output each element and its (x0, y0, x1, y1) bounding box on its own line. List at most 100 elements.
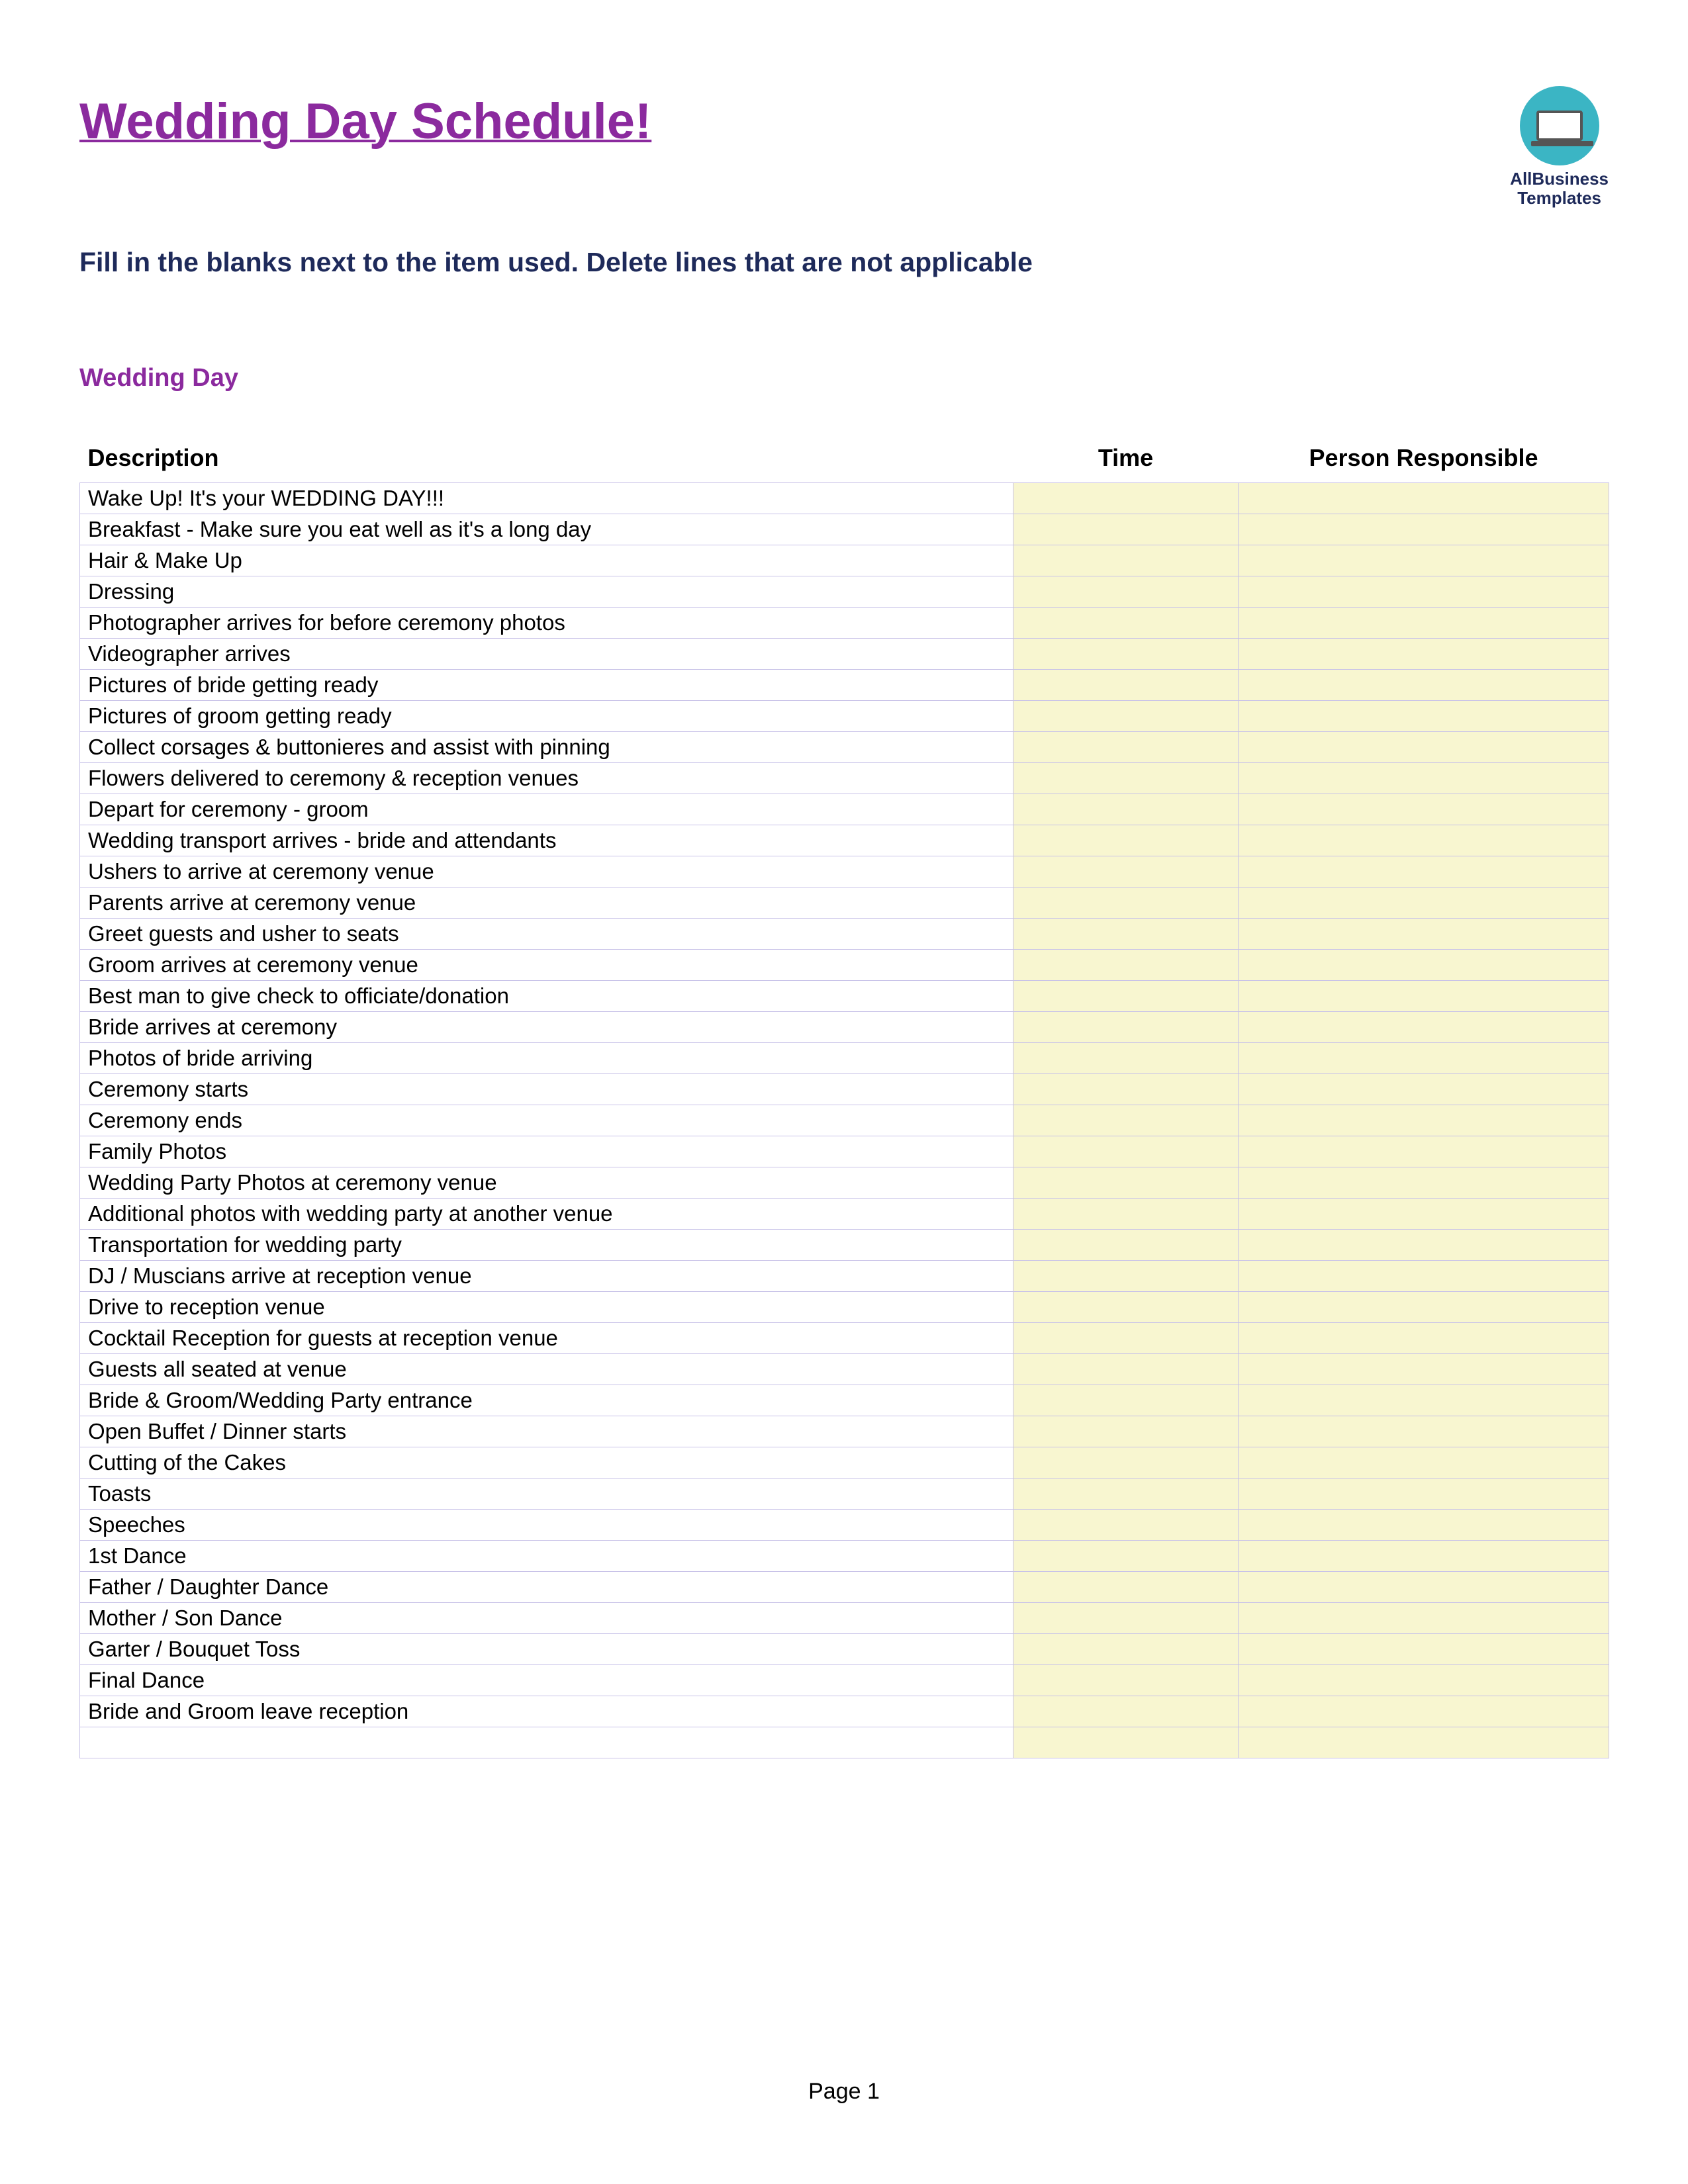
page-title: Wedding Day Schedule! (79, 93, 651, 150)
person-cell[interactable] (1239, 1603, 1609, 1634)
time-cell[interactable] (1013, 1199, 1239, 1230)
person-cell[interactable] (1239, 1261, 1609, 1292)
person-cell[interactable] (1239, 1541, 1609, 1572)
table-row: Photos of bride arriving (80, 1043, 1609, 1074)
description-cell: Wedding transport arrives - bride and at… (80, 825, 1013, 856)
description-cell: Father / Daughter Dance (80, 1572, 1013, 1603)
description-cell: Speeches (80, 1510, 1013, 1541)
person-cell[interactable] (1239, 919, 1609, 950)
description-cell: Wake Up! It's your WEDDING DAY!!! (80, 483, 1013, 514)
time-cell[interactable] (1013, 1572, 1239, 1603)
time-cell[interactable] (1013, 1479, 1239, 1510)
person-cell[interactable] (1239, 1292, 1609, 1323)
description-cell: 1st Dance (80, 1541, 1013, 1572)
person-cell[interactable] (1239, 1634, 1609, 1665)
time-cell[interactable] (1013, 1385, 1239, 1416)
person-cell[interactable] (1239, 1447, 1609, 1479)
time-cell[interactable] (1013, 1323, 1239, 1354)
table-row: Guests all seated at venue (80, 1354, 1609, 1385)
person-cell[interactable] (1239, 639, 1609, 670)
person-cell[interactable] (1239, 1696, 1609, 1727)
time-cell[interactable] (1013, 514, 1239, 545)
person-cell[interactable] (1239, 981, 1609, 1012)
person-cell[interactable] (1239, 887, 1609, 919)
person-cell[interactable] (1239, 1074, 1609, 1105)
table-row: Bride and Groom leave reception (80, 1696, 1609, 1727)
person-cell[interactable] (1239, 608, 1609, 639)
person-cell[interactable] (1239, 732, 1609, 763)
time-cell[interactable] (1013, 1354, 1239, 1385)
person-cell[interactable] (1239, 1167, 1609, 1199)
description-cell: Parents arrive at ceremony venue (80, 887, 1013, 919)
time-cell[interactable] (1013, 483, 1239, 514)
person-cell[interactable] (1239, 794, 1609, 825)
time-cell[interactable] (1013, 1416, 1239, 1447)
time-cell[interactable] (1013, 1447, 1239, 1479)
time-cell[interactable] (1013, 1634, 1239, 1665)
description-cell: Videographer arrives (80, 639, 1013, 670)
time-cell[interactable] (1013, 545, 1239, 576)
time-cell[interactable] (1013, 1603, 1239, 1634)
time-cell[interactable] (1013, 1167, 1239, 1199)
time-cell[interactable] (1013, 950, 1239, 981)
time-cell[interactable] (1013, 1105, 1239, 1136)
person-cell[interactable] (1239, 825, 1609, 856)
person-cell[interactable] (1239, 856, 1609, 887)
person-cell[interactable] (1239, 1136, 1609, 1167)
table-row: Bride arrives at ceremony (80, 1012, 1609, 1043)
person-cell[interactable] (1239, 950, 1609, 981)
person-cell[interactable] (1239, 1012, 1609, 1043)
table-row: Pictures of bride getting ready (80, 670, 1609, 701)
time-cell[interactable] (1013, 1665, 1239, 1696)
time-cell[interactable] (1013, 856, 1239, 887)
person-cell[interactable] (1239, 1354, 1609, 1385)
time-cell[interactable] (1013, 701, 1239, 732)
person-cell[interactable] (1239, 1416, 1609, 1447)
page-footer: Page 1 (0, 2079, 1688, 2105)
time-cell[interactable] (1013, 576, 1239, 608)
time-cell[interactable] (1013, 1510, 1239, 1541)
person-cell[interactable] (1239, 1727, 1609, 1758)
description-cell: Pictures of groom getting ready (80, 701, 1013, 732)
time-cell[interactable] (1013, 1136, 1239, 1167)
table-row: Groom arrives at ceremony venue (80, 950, 1609, 981)
time-cell[interactable] (1013, 1230, 1239, 1261)
time-cell[interactable] (1013, 1261, 1239, 1292)
time-cell[interactable] (1013, 608, 1239, 639)
time-cell[interactable] (1013, 732, 1239, 763)
table-header-row: Description Time Person Responsible (80, 439, 1609, 483)
time-cell[interactable] (1013, 1727, 1239, 1758)
person-cell[interactable] (1239, 576, 1609, 608)
person-cell[interactable] (1239, 1479, 1609, 1510)
time-cell[interactable] (1013, 1696, 1239, 1727)
time-cell[interactable] (1013, 919, 1239, 950)
person-cell[interactable] (1239, 763, 1609, 794)
person-cell[interactable] (1239, 1199, 1609, 1230)
person-cell[interactable] (1239, 483, 1609, 514)
time-cell[interactable] (1013, 1292, 1239, 1323)
time-cell[interactable] (1013, 1541, 1239, 1572)
person-cell[interactable] (1239, 545, 1609, 576)
person-cell[interactable] (1239, 1385, 1609, 1416)
time-cell[interactable] (1013, 1043, 1239, 1074)
time-cell[interactable] (1013, 1074, 1239, 1105)
time-cell[interactable] (1013, 639, 1239, 670)
time-cell[interactable] (1013, 1012, 1239, 1043)
person-cell[interactable] (1239, 1230, 1609, 1261)
time-cell[interactable] (1013, 981, 1239, 1012)
time-cell[interactable] (1013, 670, 1239, 701)
person-cell[interactable] (1239, 1105, 1609, 1136)
time-cell[interactable] (1013, 763, 1239, 794)
person-cell[interactable] (1239, 1510, 1609, 1541)
time-cell[interactable] (1013, 825, 1239, 856)
person-cell[interactable] (1239, 1323, 1609, 1354)
person-cell[interactable] (1239, 701, 1609, 732)
person-cell[interactable] (1239, 1572, 1609, 1603)
time-cell[interactable] (1013, 887, 1239, 919)
person-cell[interactable] (1239, 514, 1609, 545)
person-cell[interactable] (1239, 1043, 1609, 1074)
time-cell[interactable] (1013, 794, 1239, 825)
person-cell[interactable] (1239, 670, 1609, 701)
person-cell[interactable] (1239, 1665, 1609, 1696)
description-cell: Ushers to arrive at ceremony venue (80, 856, 1013, 887)
